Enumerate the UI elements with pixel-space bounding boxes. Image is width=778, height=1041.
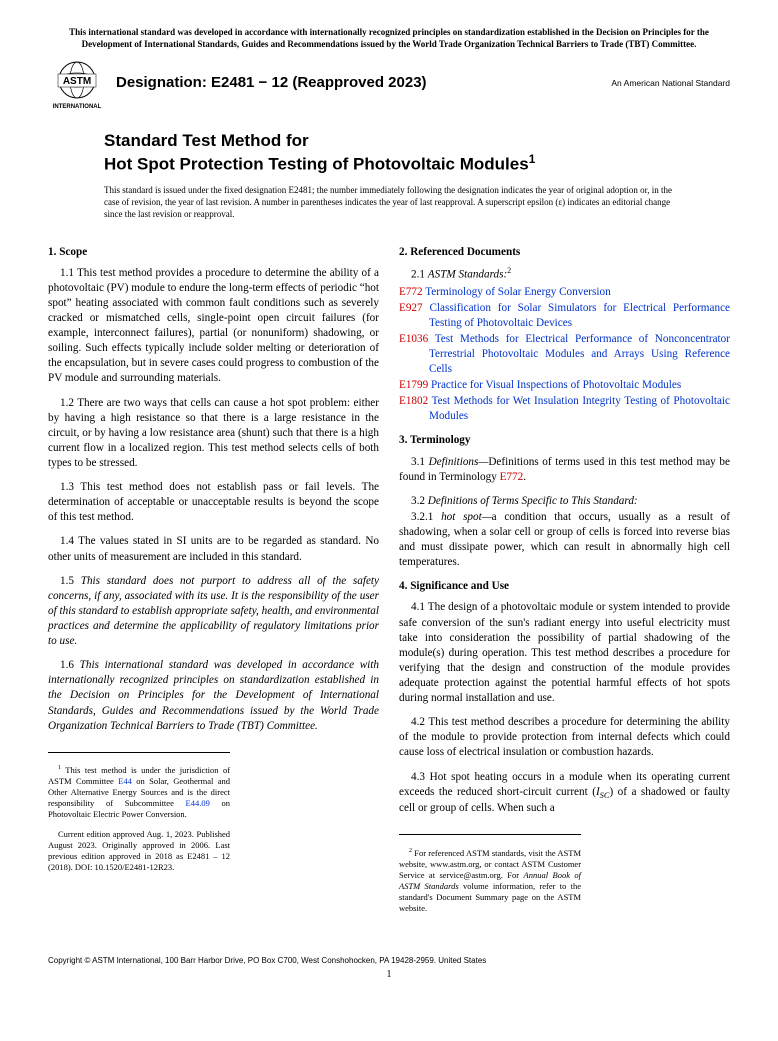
footnote-2: 2 For referenced ASTM standards, visit t… <box>399 848 581 914</box>
para-4-1: 4.1 The design of a photovoltaic module … <box>399 600 730 706</box>
header-middle: Designation: E2481 − 12 (Reapproved 2023… <box>116 60 611 91</box>
ref-e1036[interactable]: E1036 Test Methods for Electrical Perfor… <box>399 332 730 377</box>
two-column-body: 1. Scope 1.1 This test method provides a… <box>48 239 730 917</box>
para-1-5: 1.5 1.5 This standard does not purport t… <box>48 574 379 650</box>
ref-e927[interactable]: E927 Classification for Solar Simulators… <box>399 301 730 331</box>
astm-logo-icon: ASTM INTERNATIONAL <box>48 60 106 112</box>
para-3-1: 3.1 Definitions—Definitions of terms use… <box>399 455 730 485</box>
footnotes-right: 2 For referenced ASTM standards, visit t… <box>399 834 581 914</box>
header-row: ASTM INTERNATIONAL Designation: E2481 − … <box>48 60 730 112</box>
standard-title: Standard Test Method for Hot Spot Protec… <box>104 130 730 176</box>
ref-e1799[interactable]: E1799 Practice for Visual Inspections of… <box>399 378 730 393</box>
para-1-2: 1.2 There are two ways that cells can ca… <box>48 396 379 472</box>
title-line-1: Standard Test Method for <box>104 131 309 150</box>
svg-text:INTERNATIONAL: INTERNATIONAL <box>53 104 102 110</box>
title-block: Standard Test Method for Hot Spot Protec… <box>104 130 730 176</box>
para-1-6: 1.6 This international standard was deve… <box>48 658 379 734</box>
ans-label: An American National Standard <box>611 60 730 88</box>
designation: Designation: E2481 − 12 (Reapproved 2023… <box>116 74 611 91</box>
copyright: Copyright © ASTM International, 100 Barr… <box>48 956 730 965</box>
para-3-2-1: 3.2.1 hot spot—a condition that occurs, … <box>399 510 730 570</box>
svg-text:ASTM: ASTM <box>63 76 91 87</box>
para-1-3: 1.3 This test method does not establish … <box>48 480 379 525</box>
para-4-3: 4.3 Hot spot heating occurs in a module … <box>399 770 730 817</box>
tbt-header: This international standard was develope… <box>48 26 730 50</box>
issue-note: This standard is issued under the fixed … <box>104 184 674 220</box>
right-column: 2. Referenced Documents 2.1 ASTM Standar… <box>399 239 730 917</box>
footnote-1: 1 This test method is under the jurisdic… <box>48 765 230 820</box>
para-3-2: 3.2 Definitions of Terms Specific to Thi… <box>399 494 730 509</box>
ref-e772[interactable]: E772 Terminology of Solar Energy Convers… <box>399 285 730 300</box>
ref-e1802[interactable]: E1802 Test Methods for Wet Insulation In… <box>399 394 730 424</box>
footnote-1b: Current edition approved Aug. 1, 2023. P… <box>48 829 230 873</box>
title-line-2: Hot Spot Protection Testing of Photovolt… <box>104 155 529 174</box>
left-column: 1. Scope 1.1 This test method provides a… <box>48 239 379 917</box>
title-sup: 1 <box>529 152 536 166</box>
section-2-head: 2. Referenced Documents <box>399 245 730 260</box>
para-4-2: 4.2 This test method describes a procedu… <box>399 715 730 760</box>
para-1-4: 1.4 The values stated in SI units are to… <box>48 534 379 564</box>
page: This international standard was develope… <box>0 0 778 1000</box>
section-4-head: 4. Significance and Use <box>399 579 730 594</box>
section-1-head: 1. Scope <box>48 245 379 260</box>
section-3-head: 3. Terminology <box>399 433 730 448</box>
para-1-1: 1.1 This test method provides a procedur… <box>48 266 379 387</box>
para-2-1: 2.1 ASTM Standards:2 <box>399 266 730 283</box>
page-number: 1 <box>48 969 730 980</box>
astm-logo: ASTM INTERNATIONAL <box>48 60 106 112</box>
footnotes-left: 1 This test method is under the jurisdic… <box>48 752 230 873</box>
